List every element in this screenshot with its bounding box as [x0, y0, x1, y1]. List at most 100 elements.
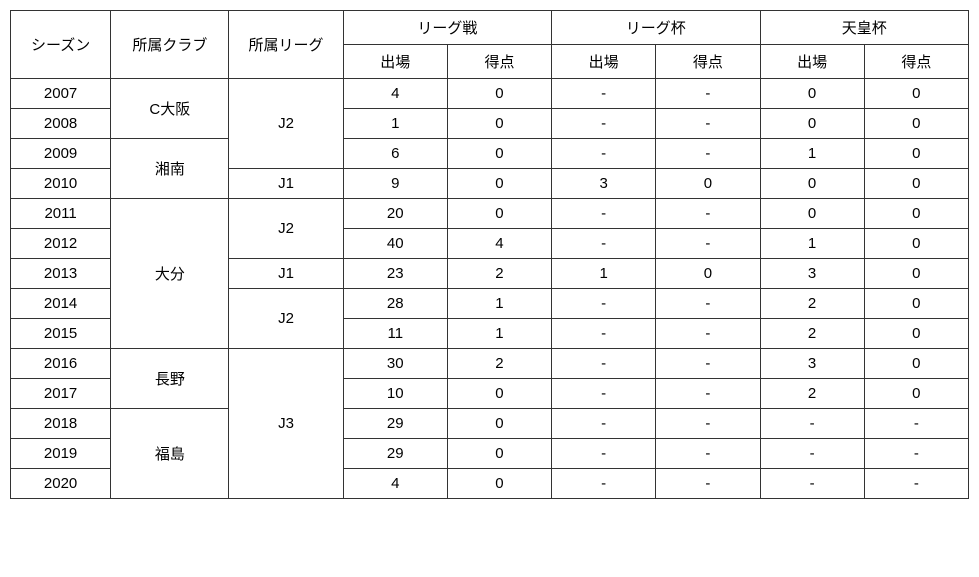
cell-lg: 0: [447, 199, 551, 229]
cell-la: 10: [343, 379, 447, 409]
cell-season: 2008: [11, 109, 111, 139]
cell-ca: -: [552, 469, 656, 499]
cell-ea: 0: [760, 109, 864, 139]
cell-lg: 1: [447, 289, 551, 319]
header-row-1: シーズン 所属クラブ 所属リーグ リーグ戦 リーグ杯 天皇杯: [11, 11, 969, 45]
cell-ea: -: [760, 409, 864, 439]
cell-ca: -: [552, 319, 656, 349]
cell-la: 40: [343, 229, 447, 259]
header-club: 所属クラブ: [111, 11, 229, 79]
cell-season: 2016: [11, 349, 111, 379]
cell-la: 29: [343, 439, 447, 469]
cell-ca: -: [552, 229, 656, 259]
cell-ea: 2: [760, 319, 864, 349]
cell-ca: -: [552, 139, 656, 169]
table-row: 2011 大分 J2 20 0 - - 0 0: [11, 199, 969, 229]
cell-eg: 0: [864, 379, 968, 409]
cell-season: 2015: [11, 319, 111, 349]
cell-ea: 3: [760, 349, 864, 379]
cell-la: 23: [343, 259, 447, 289]
cell-ea: 1: [760, 229, 864, 259]
cell-league: J2: [229, 199, 343, 259]
cell-la: 20: [343, 199, 447, 229]
cell-la: 30: [343, 349, 447, 379]
cell-season: 2010: [11, 169, 111, 199]
cell-season: 2013: [11, 259, 111, 289]
cell-cg: 0: [656, 259, 760, 289]
cell-club: 湘南: [111, 139, 229, 199]
header-group-emperor: 天皇杯: [760, 11, 969, 45]
cell-cg: -: [656, 199, 760, 229]
cell-club: 長野: [111, 349, 229, 409]
cell-ca: -: [552, 79, 656, 109]
cell-ea: 2: [760, 379, 864, 409]
cell-eg: 0: [864, 109, 968, 139]
cell-league: J1: [229, 259, 343, 289]
cell-season: 2012: [11, 229, 111, 259]
cell-eg: 0: [864, 79, 968, 109]
cell-ea: 0: [760, 199, 864, 229]
table-row: 2018 福島 29 0 - - - -: [11, 409, 969, 439]
cell-eg: 0: [864, 319, 968, 349]
header-group-league: リーグ戦: [343, 11, 551, 45]
header-league-apps: 出場: [343, 45, 447, 79]
cell-lg: 4: [447, 229, 551, 259]
cell-season: 2019: [11, 439, 111, 469]
cell-la: 4: [343, 469, 447, 499]
header-group-leaguecup: リーグ杯: [552, 11, 760, 45]
cell-la: 1: [343, 109, 447, 139]
cell-lg: 0: [447, 469, 551, 499]
cell-league: J2: [229, 289, 343, 349]
cell-eg: 0: [864, 229, 968, 259]
cell-league: J2: [229, 79, 343, 169]
header-emperor-apps: 出場: [760, 45, 864, 79]
cell-cg: -: [656, 229, 760, 259]
cell-ca: -: [552, 379, 656, 409]
cell-league: J1: [229, 169, 343, 199]
table-row: 2016 長野 J3 30 2 - - 3 0: [11, 349, 969, 379]
cell-cg: -: [656, 289, 760, 319]
cell-season: 2014: [11, 289, 111, 319]
cell-la: 28: [343, 289, 447, 319]
cell-la: 6: [343, 139, 447, 169]
cell-la: 29: [343, 409, 447, 439]
cell-season: 2007: [11, 79, 111, 109]
header-emperor-goals: 得点: [864, 45, 968, 79]
cell-lg: 0: [447, 109, 551, 139]
cell-season: 2011: [11, 199, 111, 229]
cell-lg: 0: [447, 169, 551, 199]
header-league: 所属リーグ: [229, 11, 343, 79]
cell-lg: 2: [447, 349, 551, 379]
cell-eg: 0: [864, 169, 968, 199]
cell-season: 2020: [11, 469, 111, 499]
cell-cg: -: [656, 379, 760, 409]
cell-ca: -: [552, 109, 656, 139]
cell-cg: -: [656, 469, 760, 499]
cell-cg: -: [656, 139, 760, 169]
cell-cg: -: [656, 349, 760, 379]
cell-lg: 0: [447, 409, 551, 439]
cell-ca: -: [552, 439, 656, 469]
cell-lg: 0: [447, 139, 551, 169]
cell-season: 2018: [11, 409, 111, 439]
cell-ca: -: [552, 199, 656, 229]
cell-ca: -: [552, 349, 656, 379]
header-cup-apps: 出場: [552, 45, 656, 79]
player-stats-table: シーズン 所属クラブ 所属リーグ リーグ戦 リーグ杯 天皇杯 出場 得点 出場 …: [10, 10, 969, 499]
cell-cg: -: [656, 109, 760, 139]
header-season: シーズン: [11, 11, 111, 79]
cell-league: J3: [229, 349, 343, 499]
cell-ca: 1: [552, 259, 656, 289]
cell-lg: 2: [447, 259, 551, 289]
cell-eg: -: [864, 409, 968, 439]
cell-club: 大分: [111, 199, 229, 349]
cell-ea: 0: [760, 79, 864, 109]
cell-eg: 0: [864, 199, 968, 229]
cell-ca: 3: [552, 169, 656, 199]
cell-season: 2009: [11, 139, 111, 169]
cell-la: 11: [343, 319, 447, 349]
cell-la: 4: [343, 79, 447, 109]
cell-cg: -: [656, 319, 760, 349]
cell-cg: -: [656, 439, 760, 469]
cell-ea: 1: [760, 139, 864, 169]
